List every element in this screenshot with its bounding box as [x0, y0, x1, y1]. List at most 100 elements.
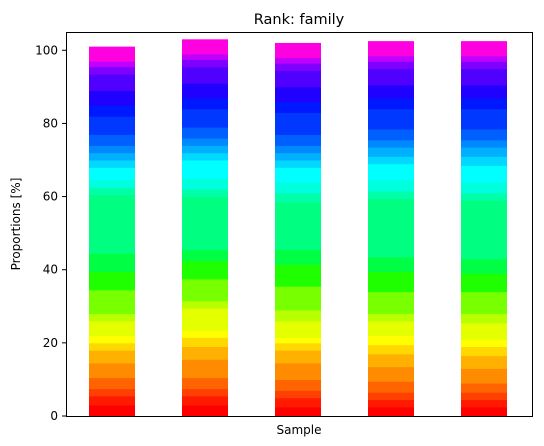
bar-segment-family_20-sample-5 [461, 139, 507, 148]
bar-segment-family_21-sample-3 [275, 134, 321, 146]
bar-segment-family_09-sample-1 [89, 320, 135, 337]
bar-segment-family_05-sample-5 [461, 368, 507, 384]
bar-segment-family_22-sample-2 [182, 108, 228, 128]
bar-segment-family_28-sample-5 [461, 41, 507, 57]
plot-frame [66, 32, 533, 417]
bar-segment-family_05-sample-3 [275, 362, 321, 380]
bar-segment-family_01-sample-4 [368, 406, 414, 417]
bar-segment-family_23-sample-3 [275, 101, 321, 113]
bar-segment-family_14-sample-4 [368, 198, 414, 258]
bar-segment-family_17-sample-2 [182, 160, 228, 179]
bar-segment-family_17-sample-3 [275, 167, 321, 183]
bar-segment-family_18-sample-5 [461, 156, 507, 166]
bar-segment-family_06-sample-2 [182, 346, 228, 360]
bar-segment-family_28-sample-4 [368, 41, 414, 57]
bar-segment-family_22-sample-4 [368, 108, 414, 130]
bar-segment-family_07-sample-4 [368, 344, 414, 355]
bar-segment-family_07-sample-5 [461, 346, 507, 357]
bar-segment-family_16-sample-5 [461, 181, 507, 194]
bar-segment-family_22-sample-1 [89, 116, 135, 135]
chart-title: Rank: family [254, 12, 345, 28]
bar-segment-family_03-sample-5 [461, 392, 507, 401]
bar-segment-family_21-sample-1 [89, 134, 135, 146]
bar-segment-family_27-sample-5 [461, 55, 507, 62]
bar-segment-family_08-sample-5 [461, 339, 507, 348]
bar-segment-family_18-sample-3 [275, 160, 321, 168]
bar-segment-family_01-sample-2 [182, 405, 228, 417]
bar-segment-family_01-sample-3 [275, 406, 321, 417]
bar-segment-family_10-sample-3 [275, 309, 321, 322]
y-tick-label: 80 [43, 116, 58, 130]
bar-segment-family_18-sample-4 [368, 156, 414, 165]
bar-segment-family_15-sample-1 [89, 187, 135, 196]
bar-segment-family_02-sample-5 [461, 399, 507, 408]
bar-segment-family_09-sample-2 [182, 308, 228, 331]
bar-segment-family_25-sample-5 [461, 68, 507, 86]
bar-segment-family_03-sample-1 [89, 388, 135, 397]
bar-segment-family_11-sample-5 [461, 291, 507, 315]
y-tick-label: 0 [50, 409, 58, 423]
bar-segment-family_24-sample-4 [368, 85, 414, 99]
bar-segment-family_11-sample-1 [89, 289, 135, 315]
bar-segment-family_23-sample-5 [461, 97, 507, 110]
bar-segment-family_20-sample-4 [368, 139, 414, 148]
bar-segment-family_22-sample-5 [461, 108, 507, 130]
bar-segment-family_19-sample-5 [461, 147, 507, 157]
bar-segment-family_16-sample-1 [89, 180, 135, 188]
bar-segment-family_02-sample-2 [182, 395, 228, 406]
bar-stacks [89, 39, 507, 417]
bar-segment-family_26-sample-4 [368, 61, 414, 70]
bar-segment-family_19-sample-4 [368, 147, 414, 157]
bar-segment-family_03-sample-3 [275, 390, 321, 399]
bar-segment-family_10-sample-4 [368, 313, 414, 322]
bar-segment-family_17-sample-1 [89, 167, 135, 181]
bar-segment-family_25-sample-1 [89, 74, 135, 92]
bar-segment-family_24-sample-2 [182, 83, 228, 99]
bar-segment-family_07-sample-2 [182, 337, 228, 348]
bar-segment-family_14-sample-2 [182, 196, 228, 251]
bar-segment-family_15-sample-4 [368, 191, 414, 199]
bar-segment-family_15-sample-3 [275, 192, 321, 203]
bar-segment-family_10-sample-1 [89, 313, 135, 322]
bar-segment-family_17-sample-4 [368, 163, 414, 181]
bar-segment-family_16-sample-2 [182, 178, 228, 190]
bar-segment-family_12-sample-4 [368, 271, 414, 293]
bar-segment-family_01-sample-5 [461, 406, 507, 417]
y-tick-label: 100 [35, 43, 58, 57]
bar-segment-family_21-sample-4 [368, 128, 414, 141]
bar-segment-family_08-sample-3 [275, 337, 321, 344]
bar-segment-family_02-sample-1 [89, 395, 135, 406]
bar-segment-family_09-sample-4 [368, 320, 414, 337]
bar-segment-family_07-sample-1 [89, 342, 135, 351]
bar-segment-family_05-sample-1 [89, 362, 135, 379]
bar-segment-family_28-sample-3 [275, 42, 321, 59]
bar-segment-family_26-sample-5 [461, 61, 507, 70]
bar-segment-family_04-sample-4 [368, 381, 414, 393]
bar-segment-family_24-sample-5 [461, 85, 507, 99]
bar-segment-family_04-sample-3 [275, 379, 321, 391]
bar-segment-family_15-sample-2 [182, 189, 228, 198]
bar-segment-family_27-sample-3 [275, 57, 321, 64]
bar-segment-family_16-sample-4 [368, 180, 414, 192]
bar-segment-family_13-sample-4 [368, 256, 414, 273]
bar-segment-family_01-sample-1 [89, 405, 135, 417]
bar-segment-family_12-sample-5 [461, 273, 507, 293]
bar-segment-family_19-sample-3 [275, 152, 321, 161]
bar-segment-family_16-sample-3 [275, 181, 321, 194]
bar-segment-family_21-sample-2 [182, 127, 228, 139]
bar-segment-family_03-sample-2 [182, 388, 228, 397]
bar-segment-family_13-sample-1 [89, 253, 135, 273]
bar-segment-family_11-sample-3 [275, 286, 321, 311]
bar-segment-family_25-sample-4 [368, 68, 414, 86]
bar-segment-family_10-sample-2 [182, 300, 228, 309]
bar-segment-family_20-sample-3 [275, 145, 321, 154]
bar-segment-family_09-sample-5 [461, 322, 507, 340]
bar-segment-family_05-sample-4 [368, 366, 414, 382]
bar-segment-family_28-sample-2 [182, 39, 228, 55]
y-axis-label: Proportions [%] [9, 178, 23, 271]
bar-segment-family_28-sample-1 [89, 46, 135, 62]
y-tick-label: 60 [43, 190, 58, 204]
y-axis-ticks: 0 20 40 60 80 100 [35, 43, 66, 423]
bar-segment-family_12-sample-1 [89, 271, 135, 291]
